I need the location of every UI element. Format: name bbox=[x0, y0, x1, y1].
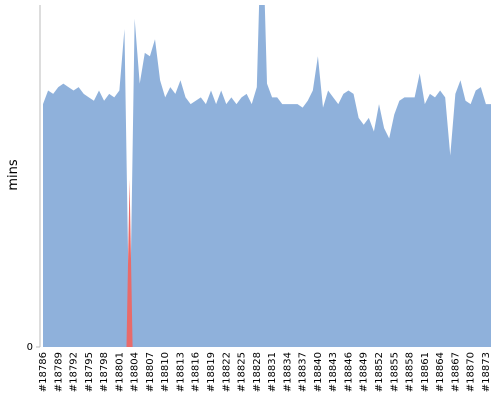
x-tick-label: #18798 bbox=[99, 352, 110, 392]
x-tick-label: #18846 bbox=[343, 352, 354, 392]
x-tick-label: #18864 bbox=[435, 352, 446, 392]
x-tick-label: #18873 bbox=[481, 352, 492, 392]
x-tick-label: #18828 bbox=[252, 352, 263, 392]
x-tick-label: #18843 bbox=[328, 352, 339, 392]
x-tick-label: #18867 bbox=[450, 352, 461, 392]
x-tick-label: #18858 bbox=[405, 352, 416, 392]
x-tick-label: #18804 bbox=[130, 352, 141, 392]
x-tick-label: #18837 bbox=[298, 352, 309, 392]
x-tick-label: #18861 bbox=[420, 352, 431, 392]
x-tick-label: #18807 bbox=[145, 352, 156, 392]
x-tick-label: #18810 bbox=[160, 352, 171, 392]
x-tick-label: #18813 bbox=[175, 352, 186, 392]
x-tick-label: #18792 bbox=[69, 352, 80, 392]
x-tick-label: #18870 bbox=[466, 352, 477, 392]
x-tick-label: #18825 bbox=[237, 352, 248, 392]
x-tick-label: #18849 bbox=[359, 352, 370, 392]
x-tick-label: #18852 bbox=[374, 352, 385, 392]
x-tick-label: #18831 bbox=[267, 352, 278, 392]
x-tick-label: #18819 bbox=[206, 352, 217, 392]
area bbox=[126, 179, 133, 347]
x-tick-label: #18795 bbox=[84, 352, 95, 392]
x-tick-label: #18789 bbox=[53, 352, 64, 392]
y-axis-label: mins bbox=[6, 159, 21, 191]
x-tick-label: #18816 bbox=[191, 352, 202, 392]
area bbox=[43, 5, 491, 347]
x-tick-label: #18801 bbox=[114, 352, 125, 392]
x-tick-label: #18855 bbox=[389, 352, 400, 392]
x-tick-label: #18822 bbox=[221, 352, 232, 392]
plot-area bbox=[43, 5, 491, 347]
y-tick-label: 0 bbox=[27, 342, 33, 353]
x-tick-label: #18786 bbox=[38, 352, 49, 392]
x-tick-label: #18834 bbox=[282, 352, 293, 392]
x-tick-label: #18840 bbox=[313, 352, 324, 392]
